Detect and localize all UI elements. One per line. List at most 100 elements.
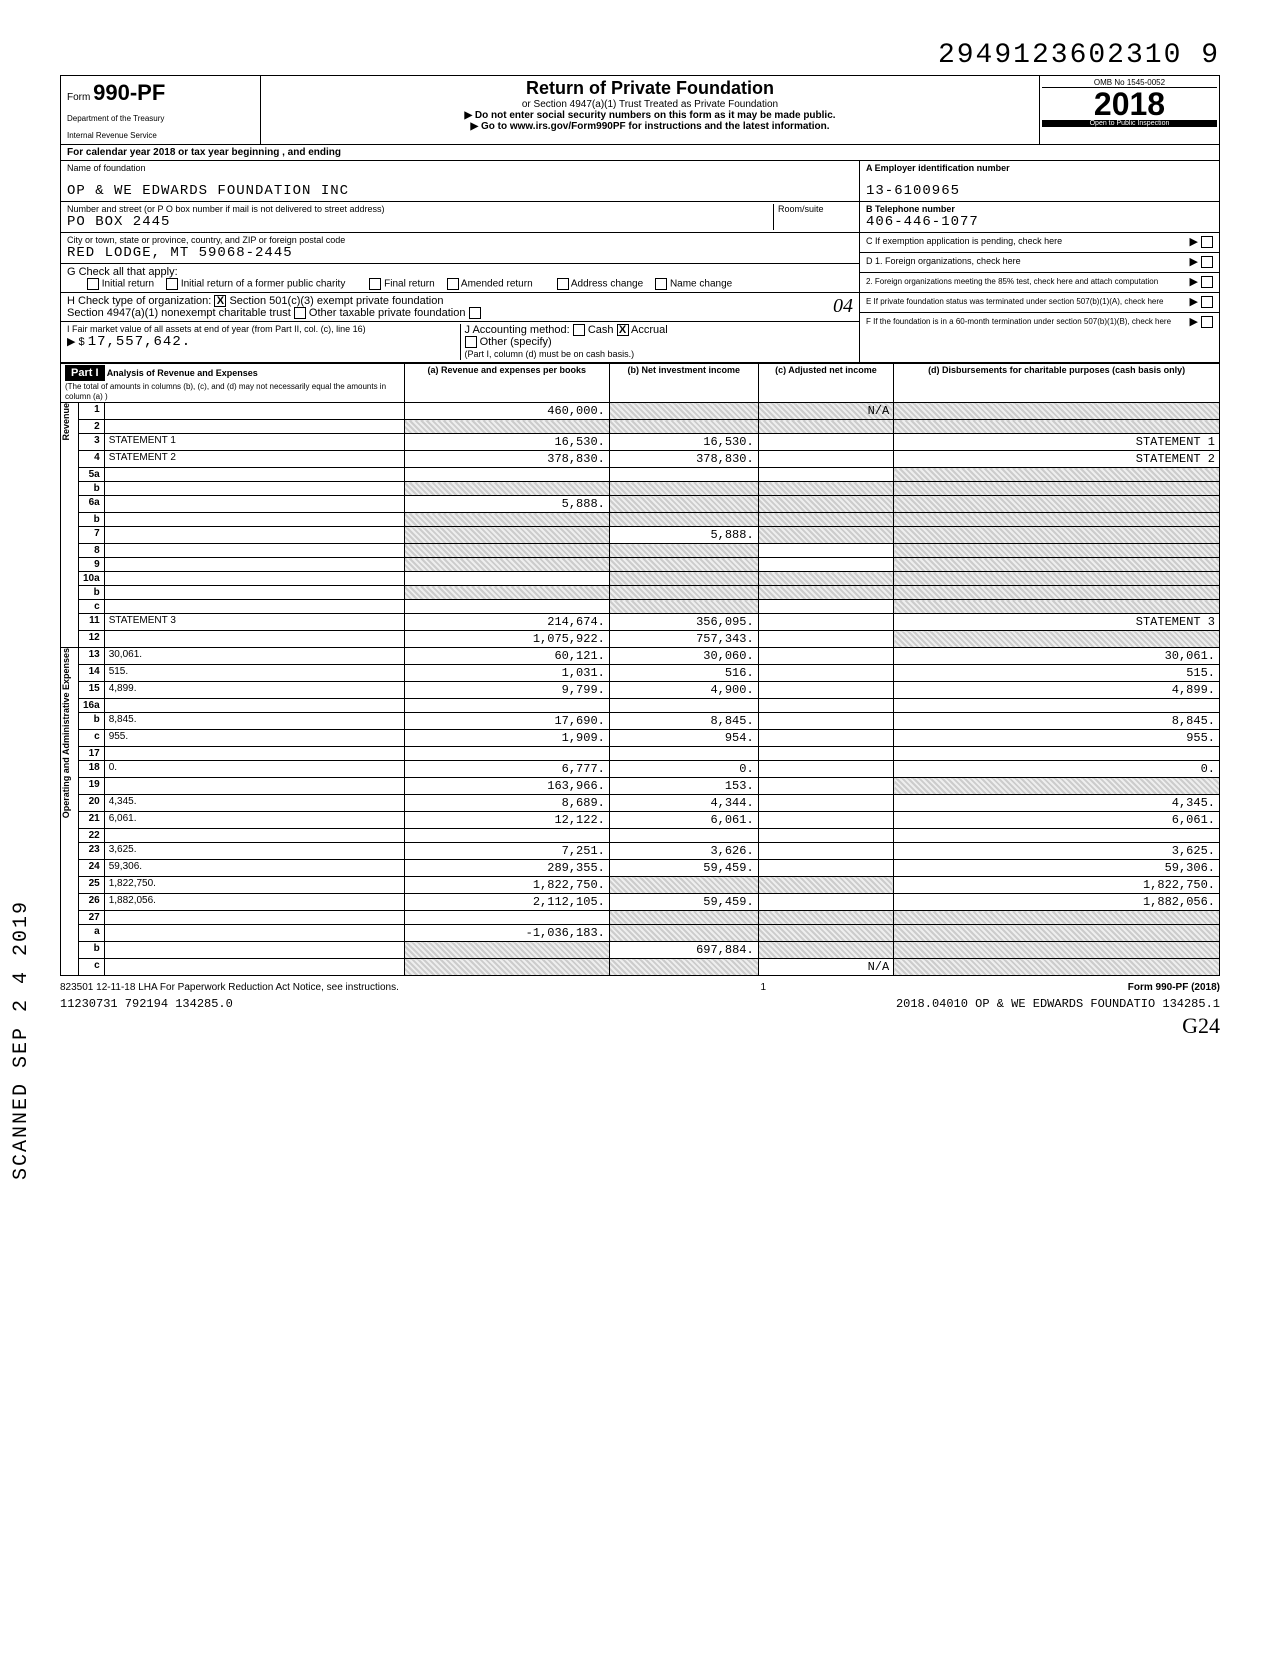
table-row: 216,061.12,122.6,061.6,061.: [61, 812, 1220, 829]
footer-right: Form 990-PF (2018): [1128, 982, 1220, 993]
cb-amended-return[interactable]: [447, 278, 459, 290]
cb-status-terminated[interactable]: [1201, 296, 1213, 308]
col-c-value: [758, 713, 894, 730]
col-b-value: [609, 482, 758, 496]
cb-foreign-org[interactable]: [1201, 256, 1213, 268]
footer2-right: 2018.04010 OP & WE EDWARDS FOUNDATIO 134…: [896, 997, 1220, 1011]
table-row: 27: [61, 911, 1220, 925]
col-c-value: N/A: [758, 403, 894, 420]
line-desc: [104, 403, 404, 420]
opt-initial-return: Initial return: [102, 279, 154, 290]
line-desc: [104, 699, 404, 713]
line-desc: 1,822,750.: [104, 877, 404, 894]
col-d-value: [894, 778, 1220, 795]
table-row: b: [61, 586, 1220, 600]
col-a-value: 214,674.: [404, 614, 609, 631]
table-row: 6a5,888.: [61, 496, 1220, 513]
col-a-value: 1,909.: [404, 730, 609, 747]
col-d-value: 955.: [894, 730, 1220, 747]
cb-address-change[interactable]: [557, 278, 569, 290]
phone-value: 406-446-1077: [866, 214, 1213, 230]
col-a-value: 2,112,105.: [404, 894, 609, 911]
line-number: 23: [79, 843, 105, 860]
col-a-value: 17,690.: [404, 713, 609, 730]
col-b-value: 8,845.: [609, 713, 758, 730]
line-desc: [104, 420, 404, 434]
cb-85pct[interactable]: [1201, 276, 1213, 288]
col-c-value: N/A: [758, 959, 894, 976]
col-a-value: [404, 420, 609, 434]
col-b-value: 954.: [609, 730, 758, 747]
line-number: 24: [79, 860, 105, 877]
col-a-value: [404, 572, 609, 586]
table-row: 9: [61, 558, 1220, 572]
col-a-value: 1,822,750.: [404, 877, 609, 894]
table-row: 5a: [61, 468, 1220, 482]
line-number: b: [79, 713, 105, 730]
col-c-value: [758, 513, 894, 527]
cb-other-taxable[interactable]: [469, 307, 481, 319]
line-number: b: [79, 942, 105, 959]
table-row: b697,884.: [61, 942, 1220, 959]
d1-label: D 1. Foreign organizations, check here: [866, 256, 1021, 266]
col-a-value: [404, 527, 609, 544]
col-d-value: 4,899.: [894, 682, 1220, 699]
cb-final-return[interactable]: [369, 278, 381, 290]
line-number: 22: [79, 829, 105, 843]
opt-final-return: Final return: [384, 279, 435, 290]
cb-60month[interactable]: [1201, 316, 1213, 328]
cb-4947[interactable]: [294, 307, 306, 319]
col-c-value: [758, 527, 894, 544]
col-a-value: 1,075,922.: [404, 631, 609, 648]
line-number: 18: [79, 761, 105, 778]
table-row: 121,075,922.757,343.: [61, 631, 1220, 648]
cb-exemption-pending[interactable]: [1201, 236, 1213, 248]
line-desc: 6,061.: [104, 812, 404, 829]
line-desc: 955.: [104, 730, 404, 747]
col-d-value: 3,625.: [894, 843, 1220, 860]
cb-cash[interactable]: [573, 324, 585, 336]
col-b-value: 59,459.: [609, 860, 758, 877]
g-label: G Check all that apply:: [67, 266, 178, 278]
cb-initial-return[interactable]: [87, 278, 99, 290]
form-sub2: ▶ Do not enter social security numbers o…: [267, 110, 1033, 121]
cb-accrual[interactable]: X: [617, 324, 629, 336]
cb-name-change[interactable]: [655, 278, 667, 290]
form-sub3: ▶ Go to www.irs.gov/Form990PF for instru…: [267, 121, 1033, 132]
cb-501c3[interactable]: X: [214, 295, 226, 307]
col-a-value: [404, 699, 609, 713]
line-number: 12: [79, 631, 105, 648]
col-c-value: [758, 747, 894, 761]
col-b-value: 378,830.: [609, 451, 758, 468]
a-label: A Employer identification number: [866, 163, 1213, 173]
col-a-header: (a) Revenue and expenses per books: [404, 364, 609, 403]
footer2-left: 11230731 792194 134285.0: [60, 997, 233, 1011]
col-d-value: [894, 572, 1220, 586]
opt-address-change: Address change: [571, 279, 643, 290]
col-d-value: [894, 631, 1220, 648]
document-number: 2949123602310 9: [60, 40, 1220, 71]
col-b-value: 4,900.: [609, 682, 758, 699]
irs-line: Internal Revenue Service: [67, 131, 254, 140]
table-row: Operating and Administrative Expenses133…: [61, 648, 1220, 665]
table-row: 4STATEMENT 2378,830.378,830.STATEMENT 2: [61, 451, 1220, 468]
col-d-value: [894, 699, 1220, 713]
footer-mid: 1: [761, 982, 767, 993]
line-desc: [104, 468, 404, 482]
opt-amended-return: Amended return: [461, 279, 533, 290]
line-number: 21: [79, 812, 105, 829]
cb-initial-former[interactable]: [166, 278, 178, 290]
line-desc: STATEMENT 1: [104, 434, 404, 451]
cb-other-method[interactable]: [465, 336, 477, 348]
line-desc: 59,306.: [104, 860, 404, 877]
col-d-value: 59,306.: [894, 860, 1220, 877]
col-b-value: 356,095.: [609, 614, 758, 631]
line-number: 2: [79, 420, 105, 434]
col-c-value: [758, 648, 894, 665]
line-number: 8: [79, 544, 105, 558]
col-c-value: [758, 631, 894, 648]
table-row: 17: [61, 747, 1220, 761]
col-c-value: [758, 558, 894, 572]
line-number: c: [79, 730, 105, 747]
i-label: I Fair market value of all assets at end…: [67, 324, 456, 334]
